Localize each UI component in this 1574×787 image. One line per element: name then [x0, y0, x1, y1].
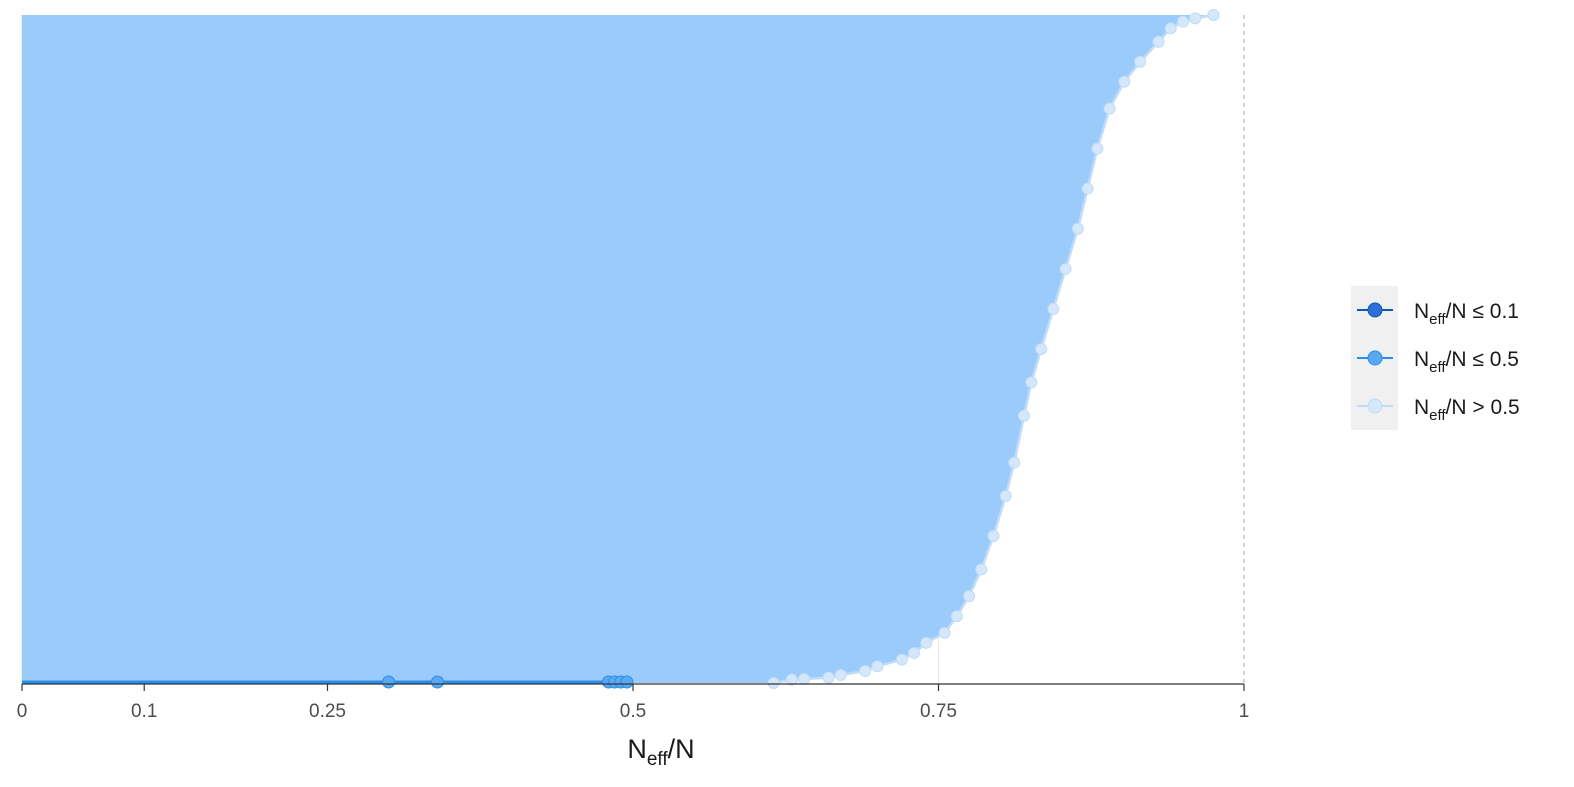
point-high-15: [999, 489, 1012, 502]
x-tick-label-2: 0.25: [309, 701, 346, 722]
point-mid-6: [620, 675, 634, 689]
point-high-17: [1018, 409, 1031, 422]
point-high-7: [895, 653, 908, 666]
point-high-4: [834, 668, 847, 681]
x-tick-label-1: 0.1: [131, 701, 157, 722]
point-high-20: [1047, 302, 1060, 315]
point-high-11: [950, 610, 963, 623]
series-layer: [22, 9, 1220, 689]
legend-label-low: Neff/N ≤ 0.1: [1414, 300, 1519, 328]
point-high-31: [1189, 12, 1202, 25]
point-high-6: [871, 660, 884, 673]
point-high-28: [1152, 35, 1165, 48]
point-high-9: [920, 636, 933, 649]
point-high-16: [1008, 456, 1021, 469]
legend-key-point-mid: [1367, 350, 1383, 366]
x-axis-title: Neff/N: [627, 734, 694, 770]
point-high-23: [1081, 182, 1094, 195]
point-high-5: [859, 664, 872, 677]
point-high-14: [987, 530, 1000, 543]
point-high-30: [1176, 15, 1189, 28]
point-high-2: [798, 672, 811, 685]
point-high-1: [785, 673, 798, 686]
point-high-26: [1118, 75, 1131, 88]
point-high-0: [767, 677, 780, 689]
value-fill-area: [22, 15, 1214, 683]
x-axis: 0 0.1 0.25 0.5 0.75 1 Neff/N: [17, 683, 1250, 770]
point-high-3: [822, 671, 835, 684]
point-high-12: [963, 590, 976, 603]
series-area-high: [22, 15, 1214, 683]
point-mid-2: [430, 675, 444, 689]
legend: Neff/N ≤ 0.1 Neff/N ≤ 0.5 Neff/N > 0.5: [1351, 286, 1520, 430]
x-tick-label-5: 1: [1239, 701, 1250, 722]
point-high-8: [908, 646, 921, 659]
point-high-18: [1025, 376, 1038, 389]
point-high-13: [975, 563, 988, 576]
point-high-22: [1071, 222, 1084, 235]
legend-label-high: Neff/N > 0.5: [1414, 396, 1520, 424]
point-high-27: [1134, 55, 1147, 68]
point-high-19: [1035, 343, 1048, 355]
point-mid-1: [382, 675, 396, 689]
x-tick-label-0: 0: [17, 701, 28, 722]
point-high-10: [938, 626, 951, 639]
point-high-32: [1207, 9, 1220, 21]
legend-label-mid: Neff/N ≤ 0.5: [1414, 348, 1519, 376]
legend-key-point-low: [1367, 302, 1383, 318]
point-high-21: [1059, 262, 1072, 275]
x-tick-label-4: 0.75: [920, 701, 957, 722]
point-high-25: [1103, 102, 1116, 115]
point-high-29: [1164, 22, 1177, 35]
legend-key-point-high: [1367, 398, 1383, 414]
point-high-24: [1091, 142, 1104, 155]
x-tick-label-3: 0.5: [620, 701, 646, 722]
